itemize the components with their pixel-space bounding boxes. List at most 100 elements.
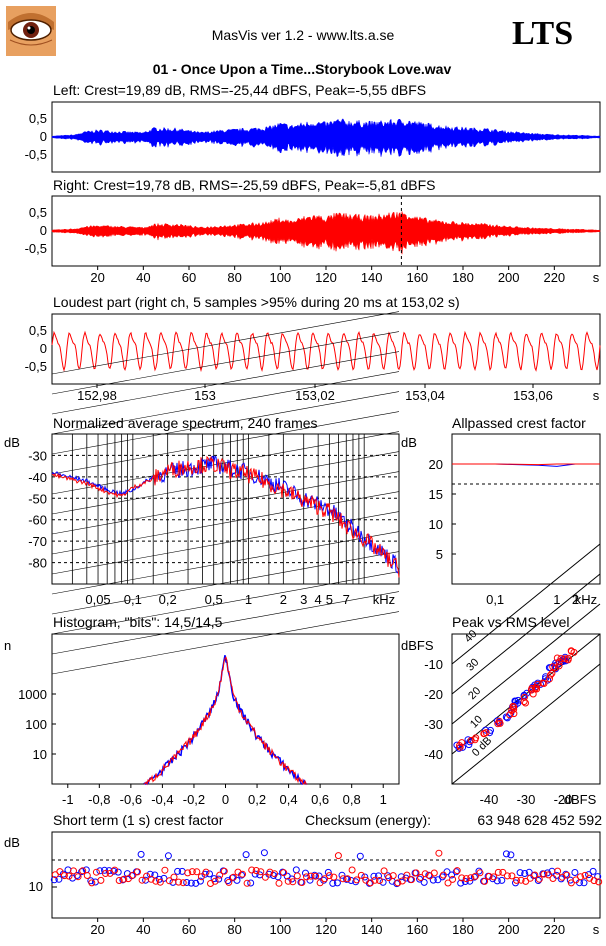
scatter-point	[357, 871, 365, 879]
scatter-point	[412, 869, 420, 877]
scatter-point	[92, 868, 100, 876]
diagonal-line	[451, 603, 601, 725]
scatter-point	[595, 878, 603, 886]
histogram-right-line	[143, 656, 307, 786]
histogram-title: Histogram, "bits": 14,5/14,5	[53, 614, 223, 630]
xtick-label: -1	[62, 792, 74, 807]
scatter-point	[503, 872, 511, 880]
scatter-point	[324, 868, 332, 876]
scatter-point	[380, 867, 388, 875]
scatter-point	[371, 876, 379, 884]
xtick-label: -0,4	[151, 792, 173, 807]
scatter-point	[307, 872, 315, 880]
loudest-title: Loudest part (right ch, 5 samples >95% d…	[53, 294, 460, 310]
scatter-point	[348, 866, 356, 874]
scatter-point	[590, 877, 598, 885]
scatter-point	[508, 872, 516, 880]
scatter-point	[420, 878, 428, 886]
scatter-point	[542, 673, 550, 681]
xtick-label: -0,2	[183, 792, 205, 807]
scatter-point	[546, 671, 554, 679]
scatter-point	[138, 876, 146, 884]
scatter-point	[449, 875, 457, 883]
scatter-point	[509, 702, 517, 710]
scatter-point	[74, 873, 82, 881]
app-title: MasVis ver 1.2 - www.lts.a.se	[212, 27, 395, 43]
scatter-point	[65, 872, 73, 880]
slope-line	[51, 531, 400, 595]
scatter-point	[375, 872, 382, 880]
histogram-yticks: 1000 100 10	[18, 687, 56, 762]
scatter-point	[179, 879, 187, 887]
scatter-point	[114, 868, 122, 876]
scatter-point	[79, 867, 87, 875]
spectrum-plot-frame	[51, 433, 400, 585]
spectrum-right-line	[51, 455, 400, 578]
scatter-point	[452, 868, 460, 876]
ytick-label: 15	[429, 487, 443, 502]
scatter-point	[234, 868, 242, 876]
scatter-point	[516, 869, 524, 877]
scatter-point	[280, 869, 288, 877]
scatter-point	[106, 869, 114, 877]
scatter-point	[161, 866, 169, 874]
scatter-point	[60, 872, 68, 880]
scatter-point	[298, 879, 306, 886]
xtick-label: -40	[480, 792, 499, 807]
scatter-point	[557, 655, 565, 663]
scatter-point	[275, 879, 283, 887]
xtick-label: 200	[498, 922, 520, 937]
loudest-ytick: 0	[40, 341, 47, 356]
scatter-point	[175, 878, 183, 886]
left-title: Left: Crest=19,89 dB, RMS=-25,44 dBFS, P…	[53, 82, 426, 98]
scatter-point	[124, 875, 132, 883]
xtick-label: 2	[572, 592, 579, 607]
scatter-point	[211, 877, 219, 885]
xtick-label: 0,8	[343, 792, 361, 807]
scatter-point	[289, 878, 297, 886]
scatter-point	[475, 867, 483, 875]
scatter-point	[430, 869, 438, 877]
scatter-point	[534, 680, 542, 688]
spectrum-ylabel: dB	[4, 435, 20, 450]
eye-avatar-icon	[8, 13, 54, 46]
scatter-point	[564, 656, 572, 664]
slope-line	[51, 371, 400, 435]
diagonal-line	[451, 573, 601, 695]
scatter-point	[330, 873, 338, 881]
scatter-point	[247, 879, 255, 887]
scatter-point	[589, 867, 597, 875]
scatter-point	[551, 664, 559, 672]
file-title: 01 - Once Upon a Time...Storybook Love.w…	[153, 61, 452, 77]
scatter-point	[120, 875, 128, 883]
scatter-point	[302, 869, 309, 877]
xtick-label: 3	[300, 592, 307, 607]
scatter-point	[174, 867, 182, 875]
scatter-point	[540, 680, 548, 687]
scatter-point	[256, 871, 264, 879]
scatter-point	[102, 870, 109, 877]
avatar	[6, 6, 56, 56]
shortcrest-ytick: 10	[29, 879, 43, 894]
slope-line	[51, 571, 400, 635]
xtick-label: 5	[326, 592, 333, 607]
scatter-point	[580, 879, 588, 887]
scatter-point	[462, 875, 470, 883]
scatter-point	[97, 876, 105, 884]
xtick-label: 160	[406, 922, 428, 937]
scatter-point	[461, 878, 469, 885]
scatter-point	[480, 730, 488, 738]
xtick-label: 180	[452, 270, 474, 285]
diagonal-line	[451, 543, 601, 665]
allpass-ylabel: dB	[401, 435, 417, 450]
xtick-label: 2	[280, 592, 287, 607]
scatter-point	[251, 870, 259, 878]
scatter-point	[137, 850, 145, 858]
scatter-point	[152, 877, 160, 885]
scatter-point	[439, 871, 447, 879]
scatter-point	[444, 879, 452, 887]
scatter-point	[585, 871, 593, 879]
scatter-point	[416, 875, 424, 883]
scatter-point	[485, 872, 493, 880]
